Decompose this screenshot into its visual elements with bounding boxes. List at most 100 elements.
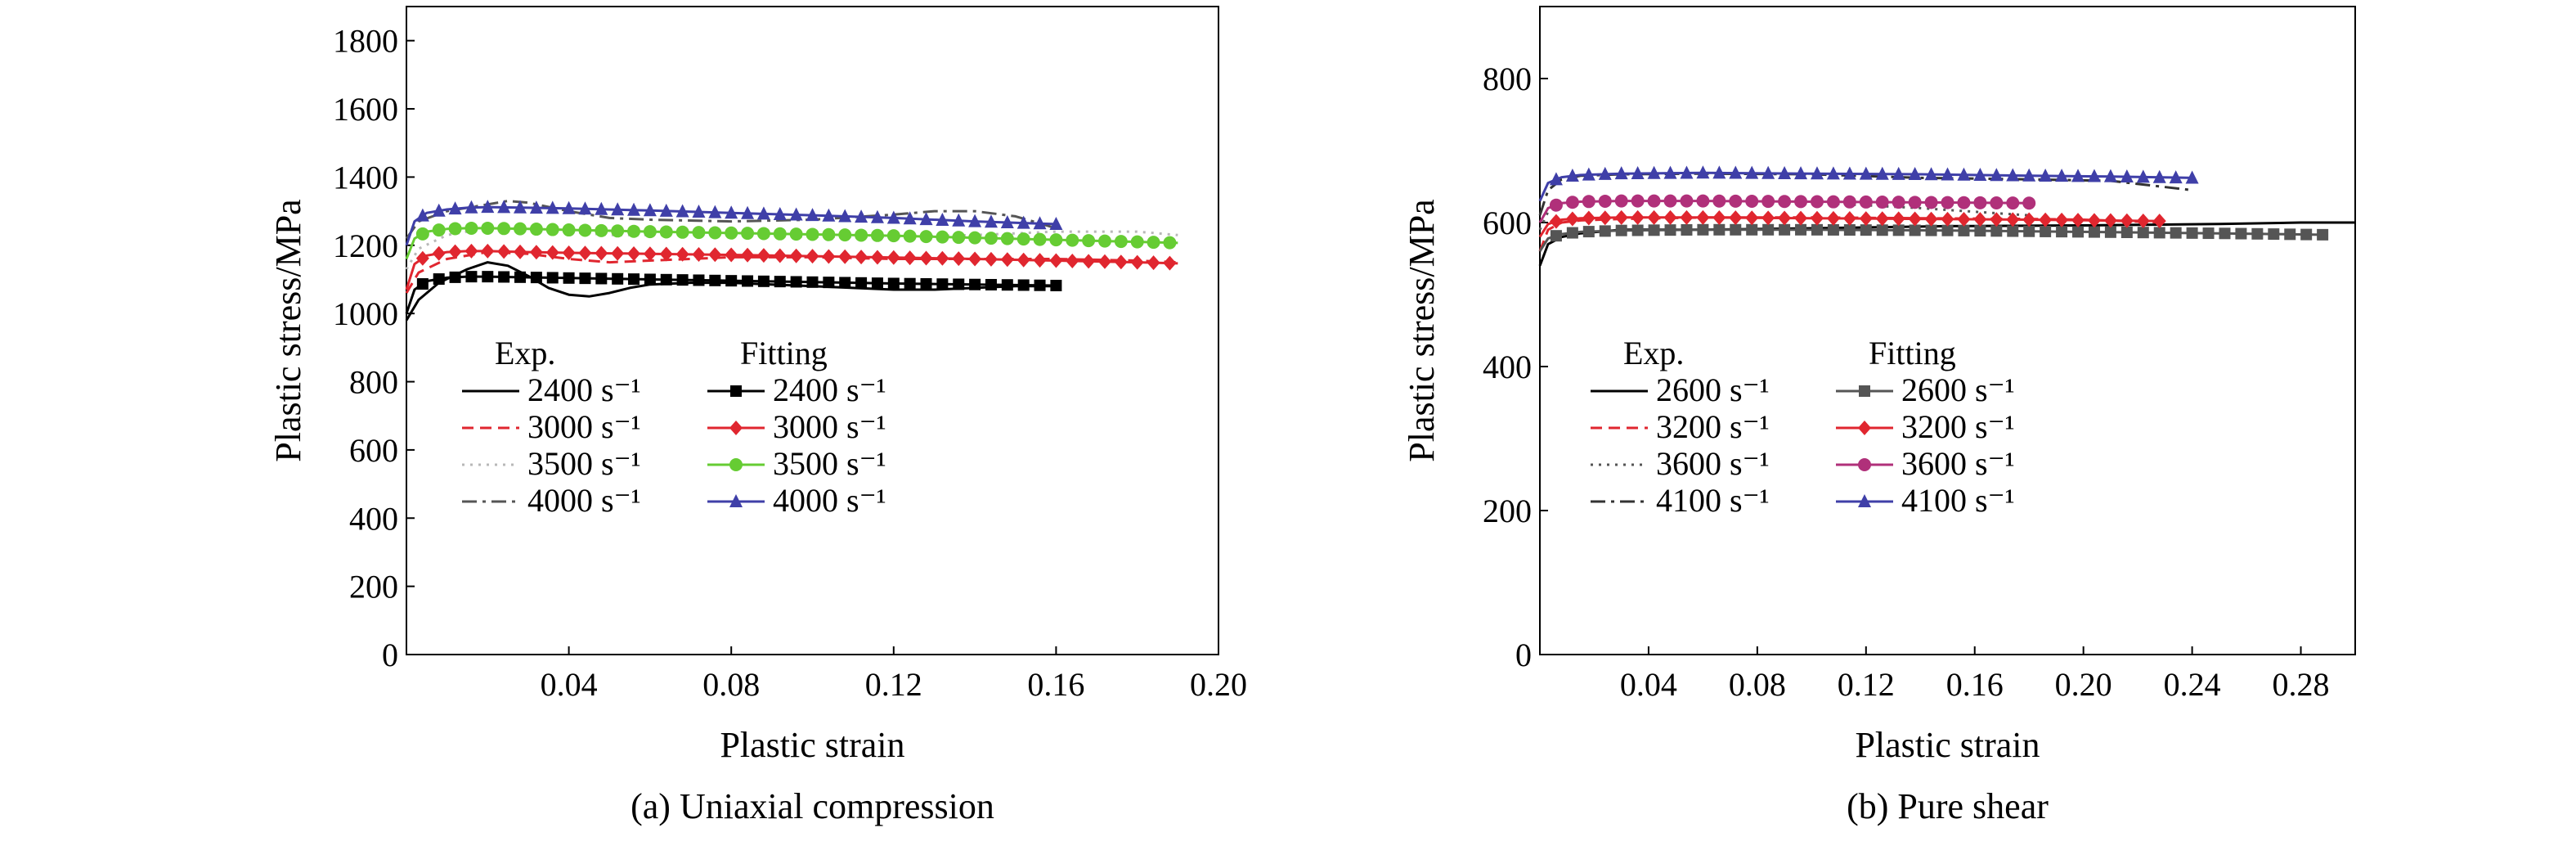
panel-b-series-fit-marker bbox=[1924, 211, 1938, 227]
panel-a-series-fit-marker bbox=[708, 226, 722, 240]
panel-a-series-fit-marker bbox=[659, 246, 673, 262]
panel-a-legend-exp-label: 4000 s⁻¹ bbox=[527, 482, 641, 519]
panel-b-series-fit-marker bbox=[1663, 209, 1677, 225]
panel-a-series-fit-marker bbox=[1049, 233, 1063, 247]
panel-a-ticks: 0 200 400 600 800 1000 1200 1400 1600 1800 0.04 0.0… bbox=[333, 23, 1247, 703]
panel-b-series-fit-marker bbox=[2071, 169, 2085, 182]
panel-a-series-fit-marker bbox=[725, 205, 738, 219]
panel-a-series-fit-marker bbox=[871, 277, 883, 290]
panel-a-series-fit-marker bbox=[659, 225, 673, 239]
panel-b-series-fit-marker bbox=[1746, 223, 1758, 236]
panel-a-x-axis-label: Plastic strain bbox=[720, 725, 904, 765]
panel-a-series-fit-marker bbox=[692, 226, 706, 240]
panel-a-series-fit-marker bbox=[1034, 279, 1046, 291]
panel-b-series-fit-marker bbox=[1876, 224, 1888, 236]
panel-b-y-tick-label: 800 bbox=[1483, 61, 1532, 97]
panel-b-series-fit-marker bbox=[1908, 166, 1922, 180]
panel-a-series-fit-marker bbox=[660, 273, 672, 286]
panel-a-y-tick-label: 600 bbox=[349, 432, 398, 469]
panel-a-series-fit-marker bbox=[562, 245, 576, 260]
panel-b-x-axis-label: Plastic strain bbox=[1855, 725, 2040, 765]
panel-a-y-tick-label: 400 bbox=[349, 500, 398, 537]
panel-a-series-fit-marker bbox=[919, 250, 933, 266]
panel-a-series-fit-marker bbox=[1049, 253, 1063, 268]
panel-a-series-fit-marker bbox=[432, 245, 446, 261]
panel-a-series-fit-marker bbox=[481, 243, 495, 259]
panel-b-series-fit-marker bbox=[1647, 165, 1661, 179]
panel-b-series-fit-marker bbox=[1990, 168, 2004, 182]
panel-a-series-fit-marker bbox=[675, 246, 689, 262]
panel-a-series-fit-marker bbox=[708, 205, 722, 218]
panel-b-series-fit-marker bbox=[1631, 165, 1645, 179]
panel-a-series-fit-marker bbox=[886, 250, 900, 265]
panel-b-series-fit-marker bbox=[2120, 227, 2133, 239]
panel-b-series-fit-marker bbox=[2186, 227, 2198, 239]
panel-b-series-fit-marker bbox=[1778, 195, 1792, 209]
panel-a-series-fit-marker bbox=[643, 246, 657, 262]
panel-b-series-fit-marker bbox=[1778, 210, 1792, 226]
panel-a-series-fit-marker bbox=[708, 247, 722, 263]
panel-b-series-fit-marker bbox=[1549, 214, 1563, 229]
panel-b-series-fit-marker bbox=[2137, 227, 2149, 239]
panel-b-series-fit-marker bbox=[1663, 194, 1677, 208]
panel-a-series-fit-marker bbox=[643, 225, 657, 239]
panel-a-series-fit-marker bbox=[611, 202, 625, 216]
panel-b-series-fit-marker bbox=[2055, 169, 2069, 182]
panel-a-series-fit-marker bbox=[416, 278, 429, 290]
panel-a-series-fit-marker bbox=[741, 247, 755, 263]
panel-b-series-fit-marker bbox=[1843, 224, 1856, 236]
panel-b-series-fit-marker bbox=[1794, 210, 1808, 226]
panel-a-series-exp-line bbox=[405, 261, 1057, 322]
panel-a-series-fit-marker bbox=[595, 245, 608, 261]
panel-a-series-fit-marker bbox=[838, 209, 852, 223]
panel-b-series-fit-marker bbox=[1663, 165, 1677, 179]
panel-a-series-fit-marker bbox=[562, 223, 576, 237]
panel-b-series-fit-marker bbox=[2022, 168, 2036, 182]
panel-b-series-fit-marker bbox=[1549, 198, 1563, 212]
panel-b-series-fit-marker bbox=[2235, 227, 2247, 240]
panel-a-series-fit-marker bbox=[644, 273, 656, 286]
panel-a-caption: (a) Uniaxial compression bbox=[631, 786, 994, 826]
panel-b-series-fit-marker bbox=[1598, 166, 1612, 180]
panel-a-series-fit-marker bbox=[1033, 232, 1047, 246]
panel-b-series-fit-marker bbox=[1892, 166, 1905, 180]
panel-b-series-fit-marker bbox=[1582, 210, 1595, 226]
panel-b-series-fit-marker bbox=[1958, 224, 1970, 236]
panel-a-series-fit-marker bbox=[725, 226, 738, 240]
panel-b-series-fit-marker bbox=[1566, 227, 1578, 239]
panel-a-series-fit-marker bbox=[579, 272, 591, 285]
panel-b-legend-exp-header: Exp. bbox=[1623, 335, 1684, 371]
panel-b-series-fit-marker bbox=[1875, 196, 1889, 209]
panel-b-legend-exp-label: 3600 s⁻¹ bbox=[1656, 445, 1770, 482]
panel-b-series-fit-marker bbox=[1925, 224, 1937, 236]
panel-a-legend-fit-label: 3000 s⁻¹ bbox=[773, 408, 886, 445]
panel-b-series-fit-marker bbox=[1598, 210, 1612, 226]
panel-a-series-fit-marker bbox=[578, 201, 592, 215]
panel-b-series-fit-marker bbox=[2006, 212, 2020, 227]
panel-a-series-fit-marker bbox=[903, 229, 917, 243]
panel-a-series-fit-marker bbox=[887, 277, 900, 290]
panel-b-series-fit-marker bbox=[1681, 223, 1693, 236]
panel-b-caption: (b) Pure shear bbox=[1847, 786, 2049, 826]
panel-a-series-fit-marker bbox=[855, 250, 868, 265]
panel-a-y-tick-label: 200 bbox=[349, 569, 398, 605]
panel-a-series-fit-marker bbox=[481, 200, 495, 214]
panel-a-series-fit-marker bbox=[952, 231, 966, 245]
panel-a-series-fit-marker bbox=[920, 277, 932, 290]
panel-b-series-fit-marker bbox=[2072, 226, 2085, 238]
panel-b-series-fit-marker bbox=[1826, 195, 1840, 209]
panel-b-series-fit-marker bbox=[1941, 196, 1954, 209]
panel-b-series-fit-marker bbox=[1648, 224, 1660, 236]
panel-b-series-fit-marker bbox=[1761, 210, 1775, 226]
panel-a-x-tick-label: 0.12 bbox=[865, 666, 922, 703]
panel-b-y-axis-label: Plastic stress/MPa bbox=[1402, 199, 1442, 461]
panel-a-series-fit-marker bbox=[1066, 253, 1079, 268]
panel-a-series-fit-marker bbox=[1097, 254, 1111, 269]
panel-a-series-fit-marker bbox=[1082, 234, 1096, 248]
panel-a-series-fit-marker bbox=[611, 245, 625, 261]
panel-a-series-fit-marker bbox=[563, 272, 575, 284]
panel-b-series-fit-marker bbox=[1875, 211, 1889, 227]
panel-a-x-tick-label: 0.16 bbox=[1027, 666, 1084, 703]
panel-a-legend-exp-label: 3000 s⁻¹ bbox=[527, 408, 641, 445]
panel-b-series-fit-marker bbox=[1762, 223, 1775, 236]
